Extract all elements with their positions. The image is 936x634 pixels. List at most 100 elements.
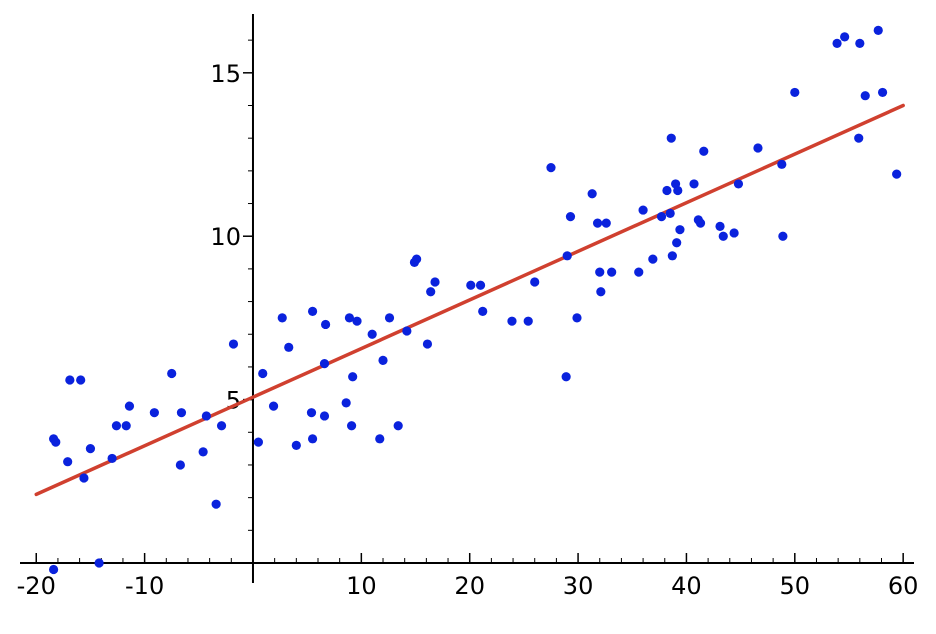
data-point <box>48 564 59 575</box>
data-point <box>348 372 358 382</box>
data-point <box>665 208 675 218</box>
data-point <box>466 280 476 290</box>
data-point <box>855 38 865 49</box>
data-point <box>595 267 605 277</box>
data-point <box>877 87 888 98</box>
data-point <box>673 185 683 196</box>
data-point <box>367 329 377 339</box>
data-point <box>607 267 617 277</box>
axes <box>20 14 914 583</box>
x-tick-label: 20 <box>454 572 485 600</box>
data-point <box>699 146 709 156</box>
data-point <box>546 162 556 173</box>
data-point <box>638 205 648 215</box>
data-point <box>85 444 96 454</box>
x-tick-label: -10 <box>125 572 164 600</box>
data-point <box>198 447 208 457</box>
y-tick-label: 15 <box>210 60 241 88</box>
data-point <box>778 231 788 241</box>
data-point <box>426 287 436 297</box>
data-point <box>175 460 185 470</box>
data-point <box>111 421 122 431</box>
data-point <box>672 238 682 248</box>
data-point <box>352 316 362 326</box>
data-point <box>596 287 606 297</box>
data-point <box>201 411 211 421</box>
data-point <box>718 231 728 241</box>
data-point <box>430 277 440 287</box>
data-point <box>662 185 672 196</box>
data-point <box>306 408 317 418</box>
data-point <box>860 91 870 101</box>
data-point <box>268 401 279 411</box>
data-point <box>378 355 388 365</box>
data-point <box>375 434 385 444</box>
data-point <box>561 372 571 382</box>
x-tick-label: 40 <box>671 572 702 600</box>
data-point <box>854 133 864 143</box>
data-point <box>565 212 576 222</box>
x-tick-label: 10 <box>346 572 377 600</box>
regression-line <box>34 103 905 497</box>
x-tick-label: -20 <box>17 572 56 600</box>
data-point <box>601 218 611 228</box>
data-point <box>344 313 355 323</box>
data-point <box>478 306 488 316</box>
data-point <box>666 133 676 143</box>
data-point <box>587 189 597 199</box>
data-point <box>412 254 422 264</box>
data-point <box>753 143 763 153</box>
data-point <box>121 421 131 431</box>
data-point <box>319 411 330 421</box>
data-point <box>393 421 403 431</box>
data-point <box>562 251 572 261</box>
data-point <box>689 179 699 189</box>
data-point <box>307 306 318 316</box>
data-point <box>216 421 227 431</box>
data-point <box>94 558 104 568</box>
data-point <box>48 434 59 444</box>
y-tick-label: 10 <box>210 223 241 251</box>
data-point <box>892 169 902 179</box>
data-point <box>258 368 268 379</box>
data-point <box>63 457 73 467</box>
data-point <box>384 313 395 323</box>
data-point <box>523 316 533 326</box>
data-point <box>284 342 294 352</box>
data-point <box>228 339 239 349</box>
data-point <box>873 25 883 35</box>
data-point <box>253 437 263 447</box>
regression-line-group <box>34 103 905 497</box>
data-point <box>346 421 357 431</box>
data-point <box>832 38 842 49</box>
data-point <box>675 225 685 235</box>
data-point <box>402 326 412 336</box>
y-tick-label: 5 <box>226 387 241 415</box>
data-point <box>667 251 677 261</box>
data-point <box>291 440 301 450</box>
data-point <box>320 319 331 330</box>
x-tick-label: 50 <box>780 572 811 600</box>
data-point <box>341 398 351 408</box>
data-point <box>277 313 287 323</box>
data-point <box>65 375 75 385</box>
data-point <box>107 453 117 464</box>
data-point <box>634 267 644 277</box>
data-point <box>777 159 787 169</box>
data-point <box>733 179 744 189</box>
data-point <box>76 375 86 385</box>
data-point <box>840 32 850 42</box>
data-point <box>319 359 330 369</box>
data-point <box>648 254 658 264</box>
data-point <box>729 228 739 238</box>
data-point <box>695 218 706 228</box>
data-point <box>167 368 177 379</box>
data-point <box>422 339 433 349</box>
data-points <box>48 25 902 575</box>
data-point <box>79 473 89 483</box>
data-point <box>124 401 135 411</box>
data-point <box>656 212 667 222</box>
tick-labels: -20 -10 10 20 30 40 50 60 5 10 15 <box>17 60 919 600</box>
data-point <box>572 313 582 323</box>
